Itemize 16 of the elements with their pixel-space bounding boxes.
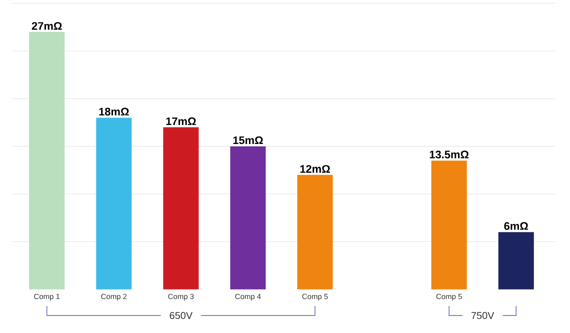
bar [498,232,534,290]
bar [163,127,199,290]
data-label: 6mΩ [504,222,528,230]
bar [431,160,467,290]
data-label: 12mΩ [300,164,330,173]
bar [230,146,266,290]
data-label: 15mΩ [233,136,263,144]
text: 750V [471,312,494,319]
text: 650V [170,312,193,319]
bar [29,32,65,290]
bar [96,118,132,290]
data-label: 13.5mΩ [430,150,469,158]
data-label: 27mΩ [32,22,62,30]
data-label: 18mΩ [99,108,129,116]
bar [297,174,333,290]
data-label: 17mΩ [166,117,196,125]
